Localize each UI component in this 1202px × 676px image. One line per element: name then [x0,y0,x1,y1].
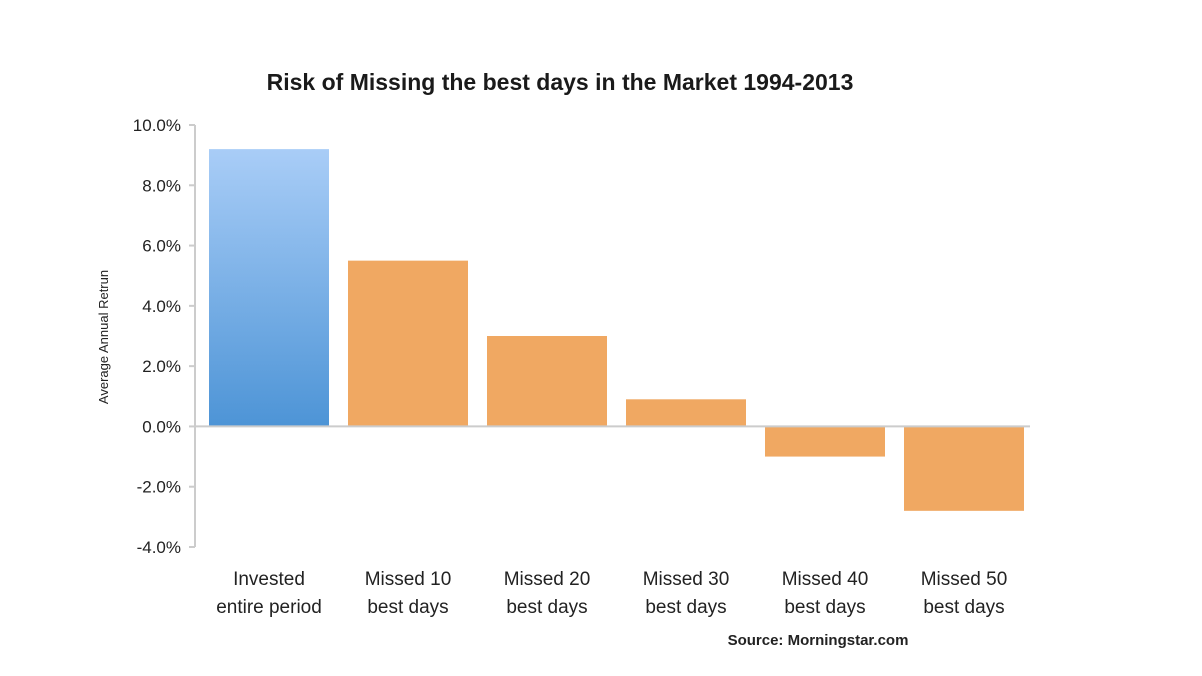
x-category-label: Missed 50 best days [921,569,1008,618]
bar-1 [209,149,329,427]
y-tick-label: 4.0% [142,297,181,316]
chart-title: Risk of Missing the best days in the Mar… [267,69,854,95]
y-tick-labels: 10.0% 8.0% 6.0% 4.0% 2.0% 0.0% -2.0% -4.0% [133,116,195,557]
y-tick-label: 2.0% [142,357,181,376]
axes-group [194,125,1030,547]
y-axis-label: Average Annual Retrun [96,270,111,404]
bars-group [209,149,1024,511]
bar-2 [348,260,468,427]
y-tick-label: 0.0% [142,417,181,436]
bar-3 [487,336,607,427]
x-category-label: Missed 40 best days [782,569,869,618]
source-note: Source: Morningstar.com [728,632,909,649]
bar-5 [765,426,885,457]
x-category-labels: Invested entire period Missed 10 best days M… [216,569,1007,618]
y-tick-label: -2.0% [137,478,181,497]
bar-6 [904,426,1024,511]
x-category-label: Missed 10 best days [365,569,452,618]
y-tick-label: 6.0% [142,237,181,256]
y-tick-label: 10.0% [133,116,181,135]
bar-4 [626,399,746,427]
x-category-label: Missed 30 best days [643,569,730,618]
x-category-label: Missed 20 best days [504,569,591,618]
x-category-label: Invested entire period [216,569,322,618]
y-tick-label: 8.0% [142,176,181,195]
y-tick-label: -4.0% [137,538,181,557]
